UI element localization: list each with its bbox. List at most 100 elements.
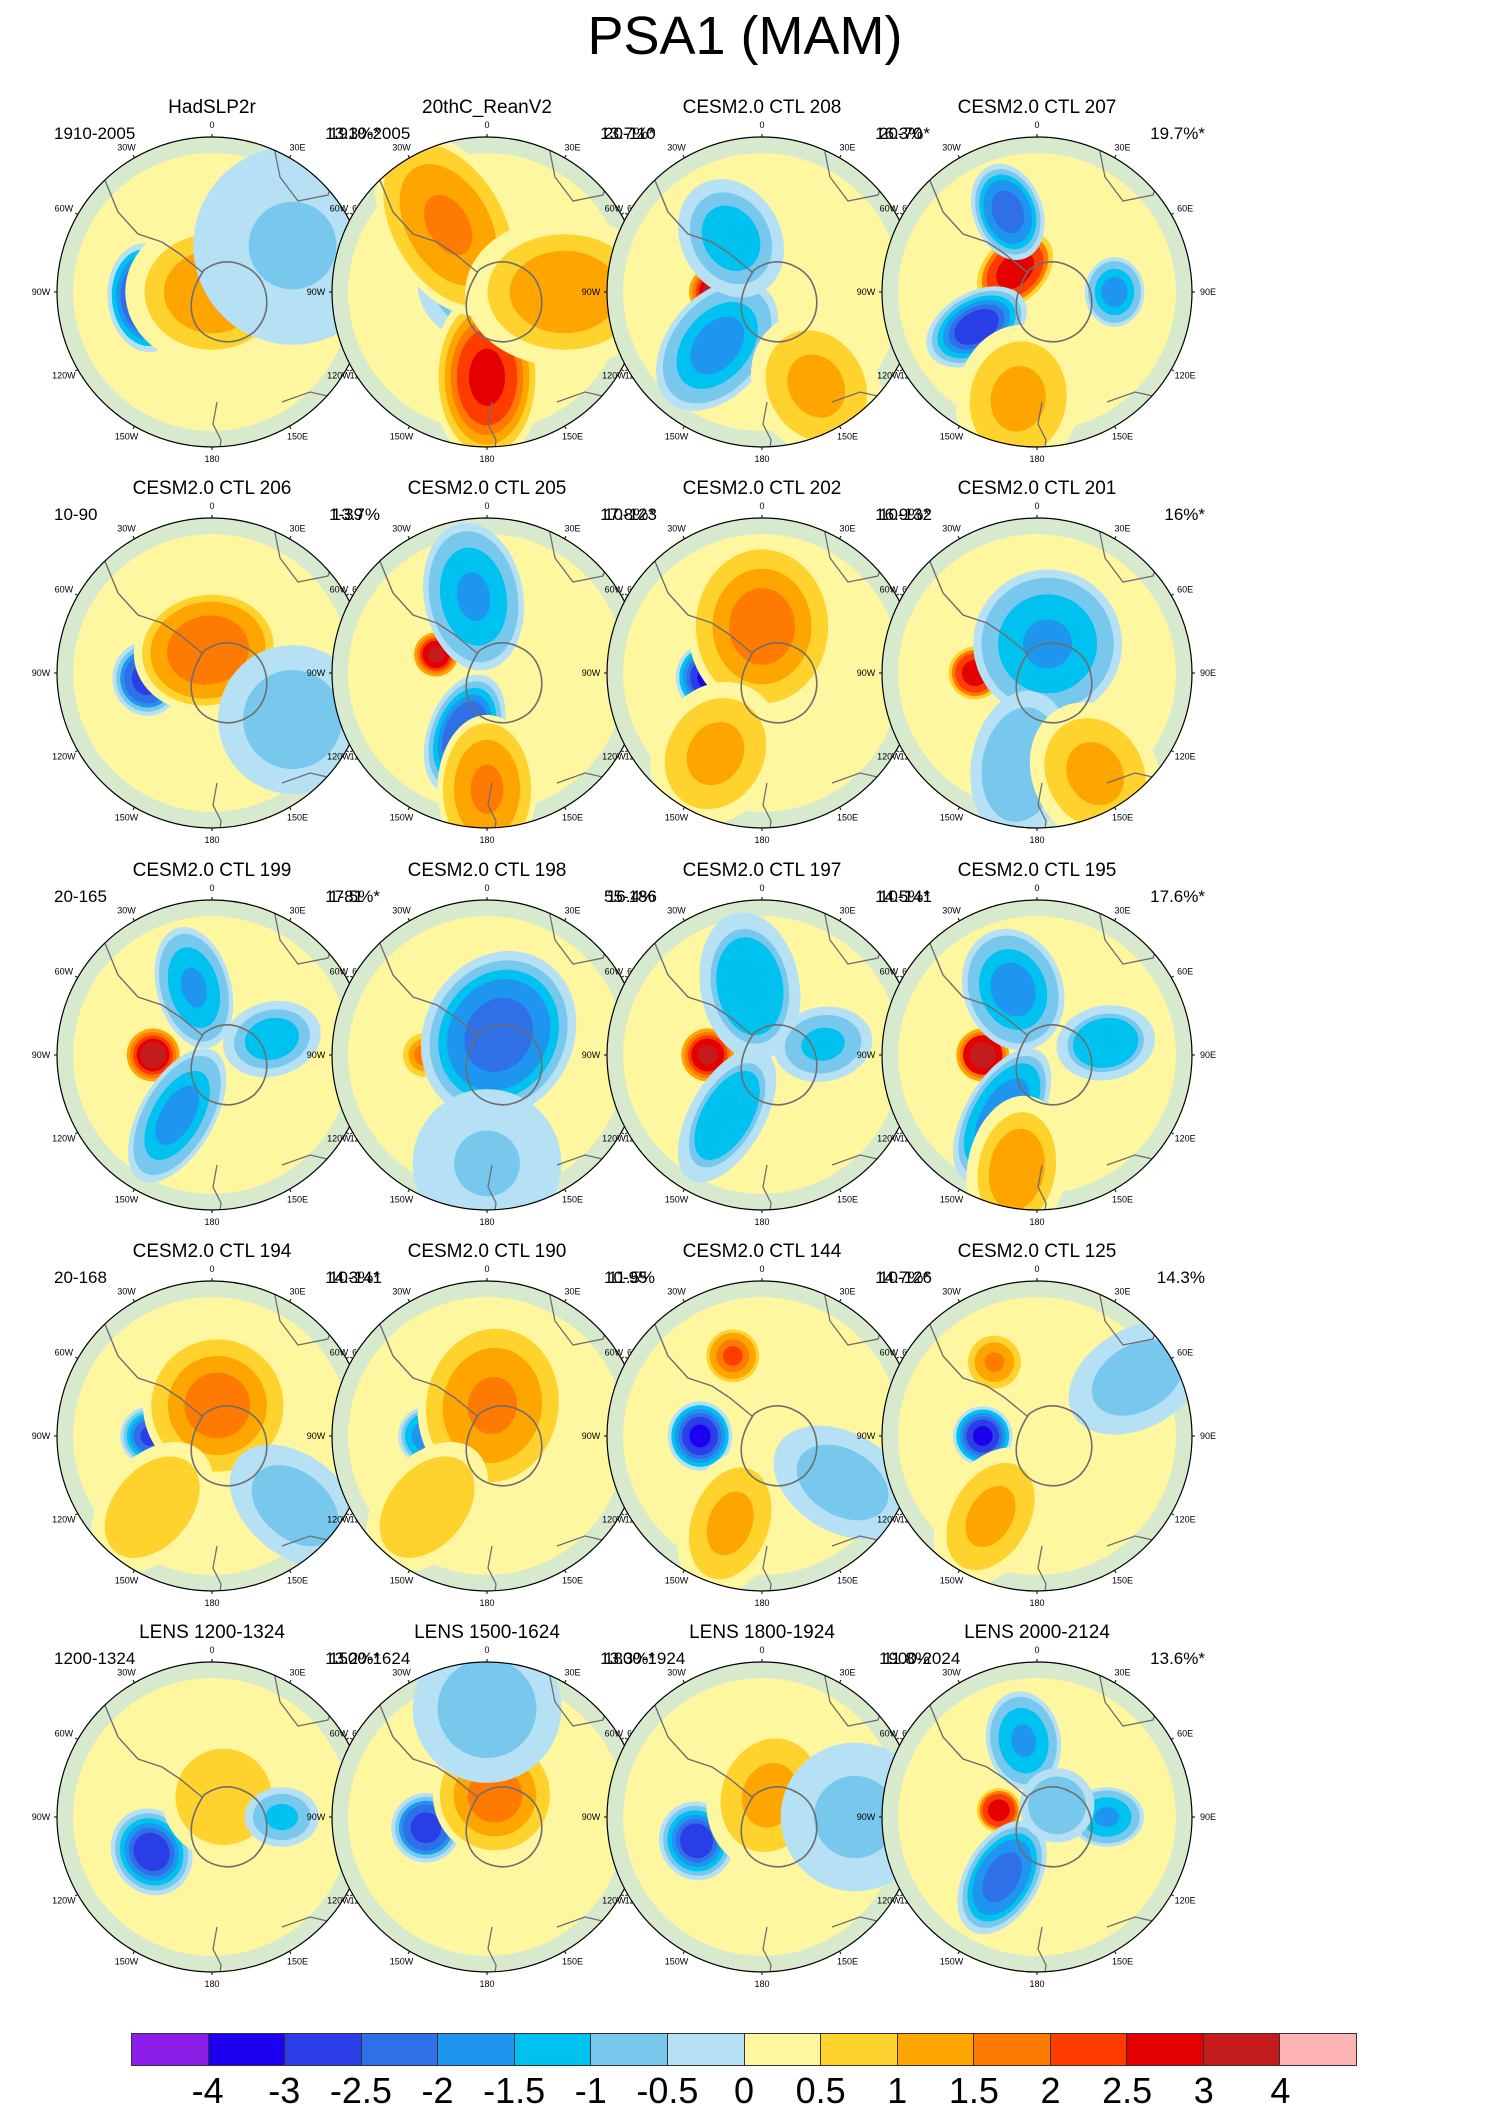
lon-label: 150W [940,813,964,823]
antarctica-coastline [1015,1786,1093,1868]
lon-label: 150E [837,1195,858,1205]
antarctica-coastline [740,1405,818,1487]
lon-tick [349,593,354,596]
lon-tick [895,212,900,215]
lon-label: 30E [564,142,580,152]
lon-tick [564,1950,567,1955]
lon-tick [682,1298,685,1303]
antarctica-coastline [740,1786,818,1868]
lon-label: 60W [330,1729,349,1739]
field-anomaly [773,1006,873,1082]
field-anomaly [933,1447,1048,1586]
panel-variance-pct: 11.5% [608,1268,655,1287]
lon-label: 120W [327,1896,351,1906]
lon-tick [349,750,354,753]
lon-tick [289,1569,292,1574]
lon-label: 120W [877,1896,901,1906]
lon-label: 30E [1114,523,1130,533]
lon-tick [74,369,79,372]
lon-label: 120W [602,1896,626,1906]
lon-label: 120W [602,1515,626,1525]
lon-label: 30E [839,523,855,533]
lon-label: 60W [605,585,624,595]
panel-title: CESM2.0 CTL 197 [682,860,842,881]
new-zealand-coastline [487,401,497,447]
map-panel: CESM2.0 CTL 197030E60E90E120E150E180150W… [576,860,948,1245]
antarctica-coastline [190,1405,268,1487]
lon-label: 60E [1177,585,1193,595]
lon-label: 30W [667,142,686,152]
lon-label: 0 [484,120,489,130]
panel-variance-pct: 13.3%* [325,124,380,143]
antarctica-coastline [190,1786,268,1868]
map-panel: CESM2.0 CTL 205030E60E90E120E150E180150W… [301,478,673,863]
antarctica-coastline [740,1024,818,1106]
map-panel: CESM2.0 CTL 195 0 30E 60E 90E 120E 150E 180 150W… [851,860,1223,1245]
lon-label: 120W [877,752,901,762]
lon-label: 180 [479,454,494,464]
lon-tick [624,593,629,596]
lon-tick [1114,1298,1117,1303]
lon-tick [289,425,292,430]
lon-label: 60W [605,1729,624,1739]
lon-label: 30E [1114,1667,1130,1677]
panel-period: 55-186 [604,887,657,906]
field-anomaly [971,163,1045,260]
lon-tick [1114,1569,1117,1574]
outer-ring-field [882,1281,1192,1591]
lon-label: 120W [52,1134,76,1144]
lon-label: 150W [390,1957,414,1967]
lon-tick [345,1132,350,1135]
panel-period: 10-95 [604,1268,648,1287]
lon-label: 90W [307,1050,326,1060]
lon-tick [349,1513,354,1516]
lon-tick [345,750,350,753]
lon-tick [1170,1894,1175,1897]
lon-tick [895,975,900,978]
lon-tick [407,1569,410,1574]
colorbar: -4 -3 -2.5 -2 -1.5 -1 -0.5 0 0.5 1 1.5 2 2.5 3 4 [131,2033,1357,2111]
colorbar-label: -1.5 [483,2070,546,2111]
lon-label: 60W [55,1348,74,1358]
lon-label: 90E [1200,1050,1216,1060]
lon-tick [1170,1737,1175,1740]
new-zealand-coastline [212,401,222,447]
lon-tick [839,1950,842,1955]
lon-label: 150W [940,1576,964,1586]
lon-tick [1114,806,1117,811]
lon-label: 90W [582,668,601,678]
lon-tick [564,917,567,922]
panel-title: CESM2.0 CTL 195 [957,860,1117,881]
new-zealand-coastline [487,1164,497,1210]
lon-tick [899,593,904,596]
lon-label: 30W [667,523,686,533]
colorbar-label: 1 [887,2070,908,2111]
new-zealand-coastline [487,1545,497,1591]
lon-label: 0 [1034,120,1039,130]
lon-label: 120E [1175,1134,1196,1144]
lon-tick [1170,1132,1175,1135]
field-anomaly [366,1441,489,1573]
lon-label: 30W [667,905,686,915]
lon-label: 150E [287,432,308,442]
lon-label: 120W [327,1134,351,1144]
panel-variance-pct: 19.7%* [1150,124,1205,143]
lon-label: 180 [1029,835,1044,845]
colorbar-label: 0.5 [795,2070,846,2111]
lon-label: 180 [204,1598,219,1608]
lon-label: 0 [209,1645,214,1655]
lon-label: 120W [877,371,901,381]
map-panel: HadSLP2r030E60E90E120E150E180150W120W90W… [26,97,398,482]
lon-label: 180 [754,1217,769,1227]
lon-label: 60W [330,585,349,595]
lon-label: 150W [940,1957,964,1967]
lon-label: 150W [115,813,139,823]
lon-tick [564,1569,567,1574]
panel-period: 20-110 [604,124,656,143]
lon-tick [895,1132,900,1135]
new-zealand-coastline [1037,1545,1047,1591]
field-anomaly [229,1444,361,1567]
